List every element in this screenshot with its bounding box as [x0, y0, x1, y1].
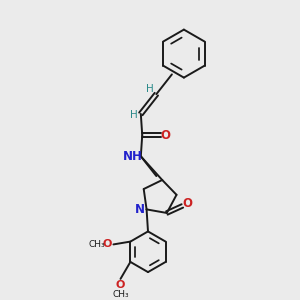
Text: O: O [116, 280, 125, 290]
Text: NH: NH [122, 150, 142, 163]
Text: CH₃: CH₃ [89, 241, 105, 250]
Text: H: H [146, 84, 154, 94]
Text: N: N [135, 203, 146, 216]
Text: CH₃: CH₃ [112, 290, 129, 299]
Text: O: O [182, 197, 193, 210]
Text: H: H [130, 110, 138, 120]
Text: O: O [161, 129, 171, 142]
Text: O: O [103, 239, 112, 249]
